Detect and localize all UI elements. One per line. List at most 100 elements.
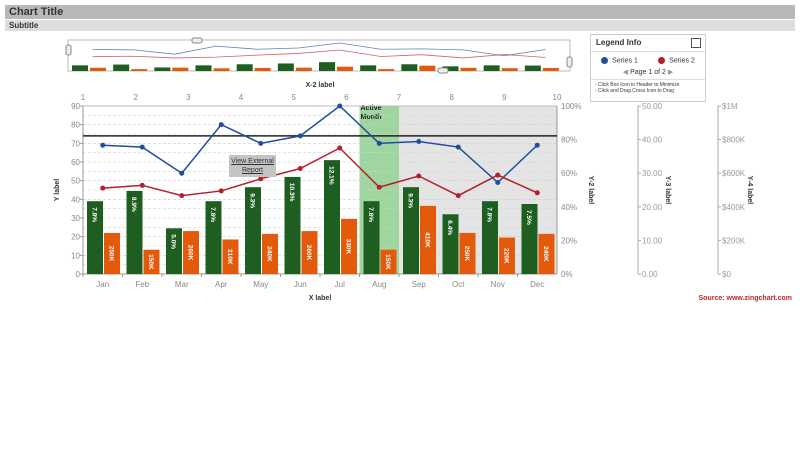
series-2-point — [455, 193, 461, 199]
y4-tick-label: $400K — [722, 203, 746, 212]
series-1-point — [337, 103, 343, 109]
x-tick-label: Jan — [96, 280, 109, 289]
bar-data-label: 12.1% — [328, 166, 335, 185]
y4-tick-label: $600K — [722, 169, 746, 178]
y3-tick-label: 30.00 — [642, 169, 663, 178]
preview-series-line — [92, 42, 546, 57]
tip-line1: View External — [231, 158, 274, 165]
preview-drag-handle[interactable] — [437, 67, 449, 74]
x-axis-label: X label — [309, 295, 332, 302]
x-tick-label: Feb — [135, 280, 149, 289]
bar-data-label: 7.8% — [91, 207, 98, 222]
green-bar — [521, 204, 538, 274]
y4-axis-label: Y-4 label — [746, 176, 753, 204]
preview-bar — [113, 64, 130, 71]
x-tick-label: Jun — [294, 280, 307, 289]
preview-bar — [90, 67, 106, 71]
series-1-line — [102, 105, 538, 184]
bar-data-label: 10.3% — [288, 183, 295, 202]
y-tick-label: 30 — [71, 214, 80, 223]
x2-tick-label: 5 — [291, 93, 296, 102]
bar-data-label: 250K — [463, 246, 470, 262]
series-2-point — [534, 190, 540, 196]
orange-bar — [380, 249, 397, 274]
series-2-point — [376, 184, 382, 190]
preview-bar — [378, 69, 395, 71]
x2-tick-label: 4 — [239, 93, 244, 102]
preview-bar — [319, 62, 335, 71]
series-1-point — [534, 142, 540, 148]
preview-bar — [172, 67, 189, 71]
preview-bar — [542, 67, 559, 71]
x-tick-label: Apr — [215, 280, 228, 289]
legend-item-series-1[interactable]: Series 1 — [601, 57, 638, 64]
legend-title: Legend Info — [596, 38, 642, 47]
bar-data-label: 7.8% — [486, 207, 493, 222]
y2-axis-label: Y-2 label — [587, 176, 594, 204]
x2-tick-label: 3 — [186, 93, 191, 102]
orange-bar — [262, 233, 278, 274]
external-report-link[interactable]: View External Report — [229, 155, 276, 177]
bar-data-label: 7.8% — [367, 207, 374, 222]
y2-tick-label: 100% — [561, 102, 581, 111]
preview-bar — [236, 64, 253, 71]
series-2-point — [337, 145, 343, 151]
legend-header[interactable]: Legend Info — [591, 35, 705, 52]
y3-tick-label: 40.00 — [642, 136, 663, 145]
series-2-point — [139, 182, 145, 188]
series-2-point — [218, 188, 224, 194]
legend-item-series-2[interactable]: Series 2 — [658, 57, 695, 64]
series-1-point — [258, 140, 264, 146]
x-tick-label: Sep — [412, 280, 427, 289]
bar-data-label: 220K — [503, 248, 510, 264]
y-tick-label: 50 — [71, 177, 80, 186]
y-tick-label: 10 — [71, 251, 80, 260]
series-2-point — [495, 172, 501, 178]
y3-axis-label: Y-3 label — [664, 176, 671, 204]
preview-bar — [483, 65, 500, 71]
green-bar — [166, 228, 182, 274]
legend-notes: - Click Box Icon in Header to Minimize - … — [591, 79, 705, 96]
preview-bar — [501, 68, 518, 71]
prev-page-icon[interactable]: ◀ — [622, 69, 629, 77]
preview-bar — [360, 65, 377, 71]
legend[interactable]: Legend Info Series 1 Series 2 ◀ Page 1 o… — [590, 34, 706, 102]
bar-data-label: 330K — [345, 239, 352, 255]
preview-bar — [277, 63, 294, 71]
y4-tick-label: $200K — [722, 236, 746, 245]
green-bar — [482, 201, 498, 274]
y-tick-label: 40 — [71, 195, 80, 204]
y2-tick-label: 60% — [561, 169, 577, 178]
chart-title: Chart Title — [5, 5, 795, 19]
note: - Click and Drag Cross Icon to Drag — [595, 88, 674, 95]
y-tick-label: 60 — [71, 158, 80, 167]
preview-bar — [254, 67, 271, 71]
bar-data-label: 210K — [226, 249, 233, 265]
bar-data-label: 150K — [384, 254, 391, 270]
y-tick-label: 70 — [71, 139, 80, 148]
bar-data-label: 7.8% — [209, 207, 216, 222]
active-month-label: Active — [361, 105, 382, 112]
page-indicator: Page 1 of 2 — [630, 69, 666, 77]
preview-drag-handle[interactable] — [65, 44, 72, 56]
x2-tick-label: 6 — [344, 93, 349, 102]
preview-drag-handle[interactable] — [191, 37, 203, 44]
orange-bar — [420, 205, 436, 274]
bar-data-label: 9.3% — [407, 193, 414, 208]
bar-data-label: 6.4% — [446, 220, 453, 235]
note: - Click Box Icon in Header to Minimize — [595, 82, 680, 89]
orange-bar — [499, 237, 515, 274]
preview-drag-handle[interactable] — [566, 56, 573, 68]
minimize-icon[interactable] — [691, 38, 701, 48]
series-1-point — [297, 133, 303, 139]
preview-bar — [337, 66, 353, 71]
preview-bar — [295, 67, 312, 71]
y3-tick-label: 0.00 — [642, 270, 658, 279]
green-bar — [324, 160, 340, 274]
preview-bar — [524, 65, 541, 71]
y4-tick-label: $0 — [722, 270, 731, 279]
next-page-icon[interactable]: ▶ — [667, 69, 674, 77]
x2-tick-label: 9 — [502, 93, 507, 102]
preview-bar — [131, 69, 148, 71]
source-credit[interactable]: Source: www.zingchart.com — [698, 295, 792, 302]
